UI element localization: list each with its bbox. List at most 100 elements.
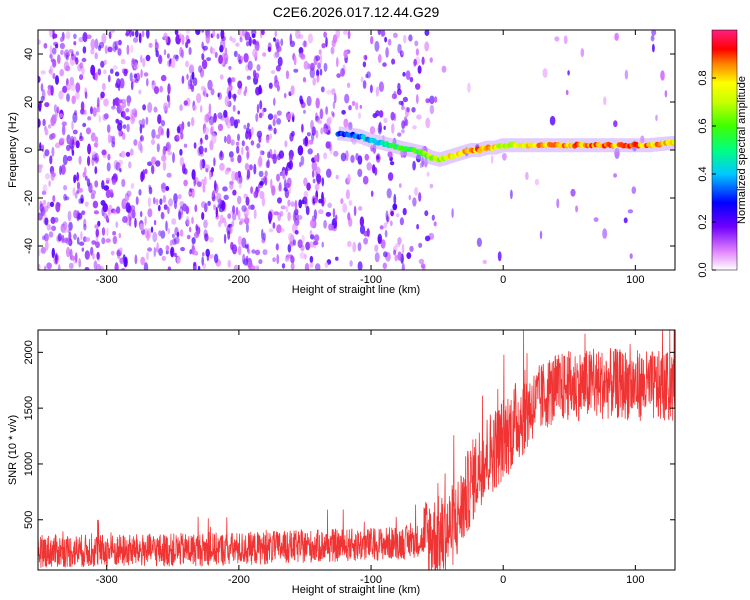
spectrogram-cell [258, 112, 263, 119]
spectrogram-cell [253, 190, 259, 199]
spectrogram-cell [429, 183, 434, 189]
spectrogram-cell [78, 155, 82, 165]
spectrogram-cell [189, 226, 192, 233]
spectrogram-cell [58, 113, 64, 118]
spectrogram-cell [224, 95, 230, 107]
spectrogram-cell [241, 30, 245, 37]
colorbar-tick-label: 0.8 [697, 70, 709, 85]
spectrogram-cell [239, 36, 243, 43]
spectrogram-cell [81, 66, 85, 75]
spectrogram-cell [103, 59, 107, 65]
spectrogram-cell [167, 227, 171, 235]
x-tick-label: -200 [228, 274, 250, 286]
spectrogram-cell [49, 201, 55, 207]
spectrogram-cell [320, 127, 324, 135]
spectrogram-cell [150, 226, 154, 233]
spectrogram-cell [119, 257, 125, 264]
spectrogram-cell [580, 48, 585, 58]
spectrogram-cell [108, 31, 112, 39]
spectrogram-cell [352, 241, 357, 253]
spectrogram-cell [147, 161, 153, 166]
spectrogram-cell [141, 30, 145, 38]
spectrogram-cell [106, 227, 109, 237]
spectrogram-cell [417, 65, 422, 74]
spectrogram-cell [359, 216, 365, 227]
spectrogram-cell [118, 99, 123, 104]
spectrogram-cell [174, 30, 179, 36]
spectrogram-cell [390, 210, 394, 217]
spectrogram-cell [126, 190, 132, 197]
spectrogram-cell [316, 69, 320, 77]
spectrogram-cell [248, 164, 253, 171]
spectrogram-cell [73, 33, 77, 39]
spectrogram-cell [135, 196, 139, 206]
spectrogram-cell [318, 49, 322, 55]
spectrogram-cell [38, 75, 41, 83]
spectrogram-cell [273, 211, 280, 216]
spectrogram-cell [231, 212, 237, 221]
spectrogram-cell [72, 129, 78, 135]
spectrogram-cell [115, 161, 121, 171]
spectrogram-cell [40, 246, 47, 254]
spectrogram-cell [317, 62, 321, 70]
spectrogram-cell [148, 42, 153, 48]
spectrogram-cell [48, 231, 54, 238]
spectrogram-cell [387, 213, 391, 222]
spectrogram-cell [247, 249, 251, 255]
spectrogram-cell [256, 265, 260, 270]
spectrogram-cell [156, 143, 160, 153]
spectrogram-cell [211, 192, 215, 198]
spectrogram-cell [318, 198, 323, 204]
spectrogram-cell [233, 264, 239, 270]
spectrogram-cell [290, 262, 295, 270]
spectrogram-cell [51, 247, 55, 259]
spectrogram-cell [273, 37, 276, 42]
spectrogram-cell [224, 135, 227, 143]
spectrogram-cell [81, 247, 85, 252]
spectrogram-cell [43, 213, 47, 219]
spectrogram-cell [111, 141, 116, 148]
spectrogram-cell [200, 85, 206, 91]
spectrogram-cell [110, 68, 114, 74]
spectrogram-cell [364, 55, 368, 61]
spectrogram-cell [570, 188, 576, 197]
spectrogram-cell [68, 49, 74, 54]
spectrogram-cell [325, 106, 328, 115]
spectrogram-cell [62, 225, 68, 234]
snr-panel: -300 -200 -100 0 100 500 1000 1500 2000 Height … [7, 329, 676, 596]
spectrogram-cell [43, 265, 47, 270]
spectrogram-cell [151, 80, 155, 86]
spectrogram-cell [415, 48, 419, 56]
spectrogram-cell [176, 256, 181, 264]
spectrogram-cell [191, 71, 195, 80]
spectrogram-cell [274, 30, 278, 37]
spectrogram-cell [256, 186, 260, 193]
spectrogram-cell [167, 266, 172, 270]
spectrogram-cell [270, 178, 273, 190]
spectrogram-cell [165, 245, 170, 251]
spectrogram-cell [55, 201, 61, 213]
spectrogram-cell [48, 180, 51, 187]
spectrogram-cell [193, 142, 197, 149]
spectrogram-cell [50, 216, 56, 224]
spectrogram-cell [289, 33, 293, 45]
spectrogram-cell [125, 151, 131, 157]
spectrogram-cell [264, 170, 268, 177]
spectrogram-cell [602, 228, 608, 239]
spectrogram-cell [374, 40, 380, 52]
spectrogram-cell [382, 262, 387, 270]
spectrogram-cell [497, 251, 502, 262]
spectrogram-cell [223, 233, 227, 244]
spectrogram-cell [219, 44, 224, 53]
spectrogram-cell [340, 198, 344, 205]
spectrogram-cell [159, 85, 163, 93]
spectrogram-cell [246, 41, 250, 47]
spectrogram-cell [82, 122, 87, 128]
colorbar-tick-label: 0.4 [697, 166, 709, 181]
spectrogram-cell [276, 45, 282, 53]
spectrogram-cell [335, 256, 339, 261]
spectrogram-cell [362, 80, 367, 89]
spectrogram-cell [43, 42, 48, 49]
spectrogram-cell [219, 214, 224, 224]
spectrogram-cell [61, 125, 66, 136]
